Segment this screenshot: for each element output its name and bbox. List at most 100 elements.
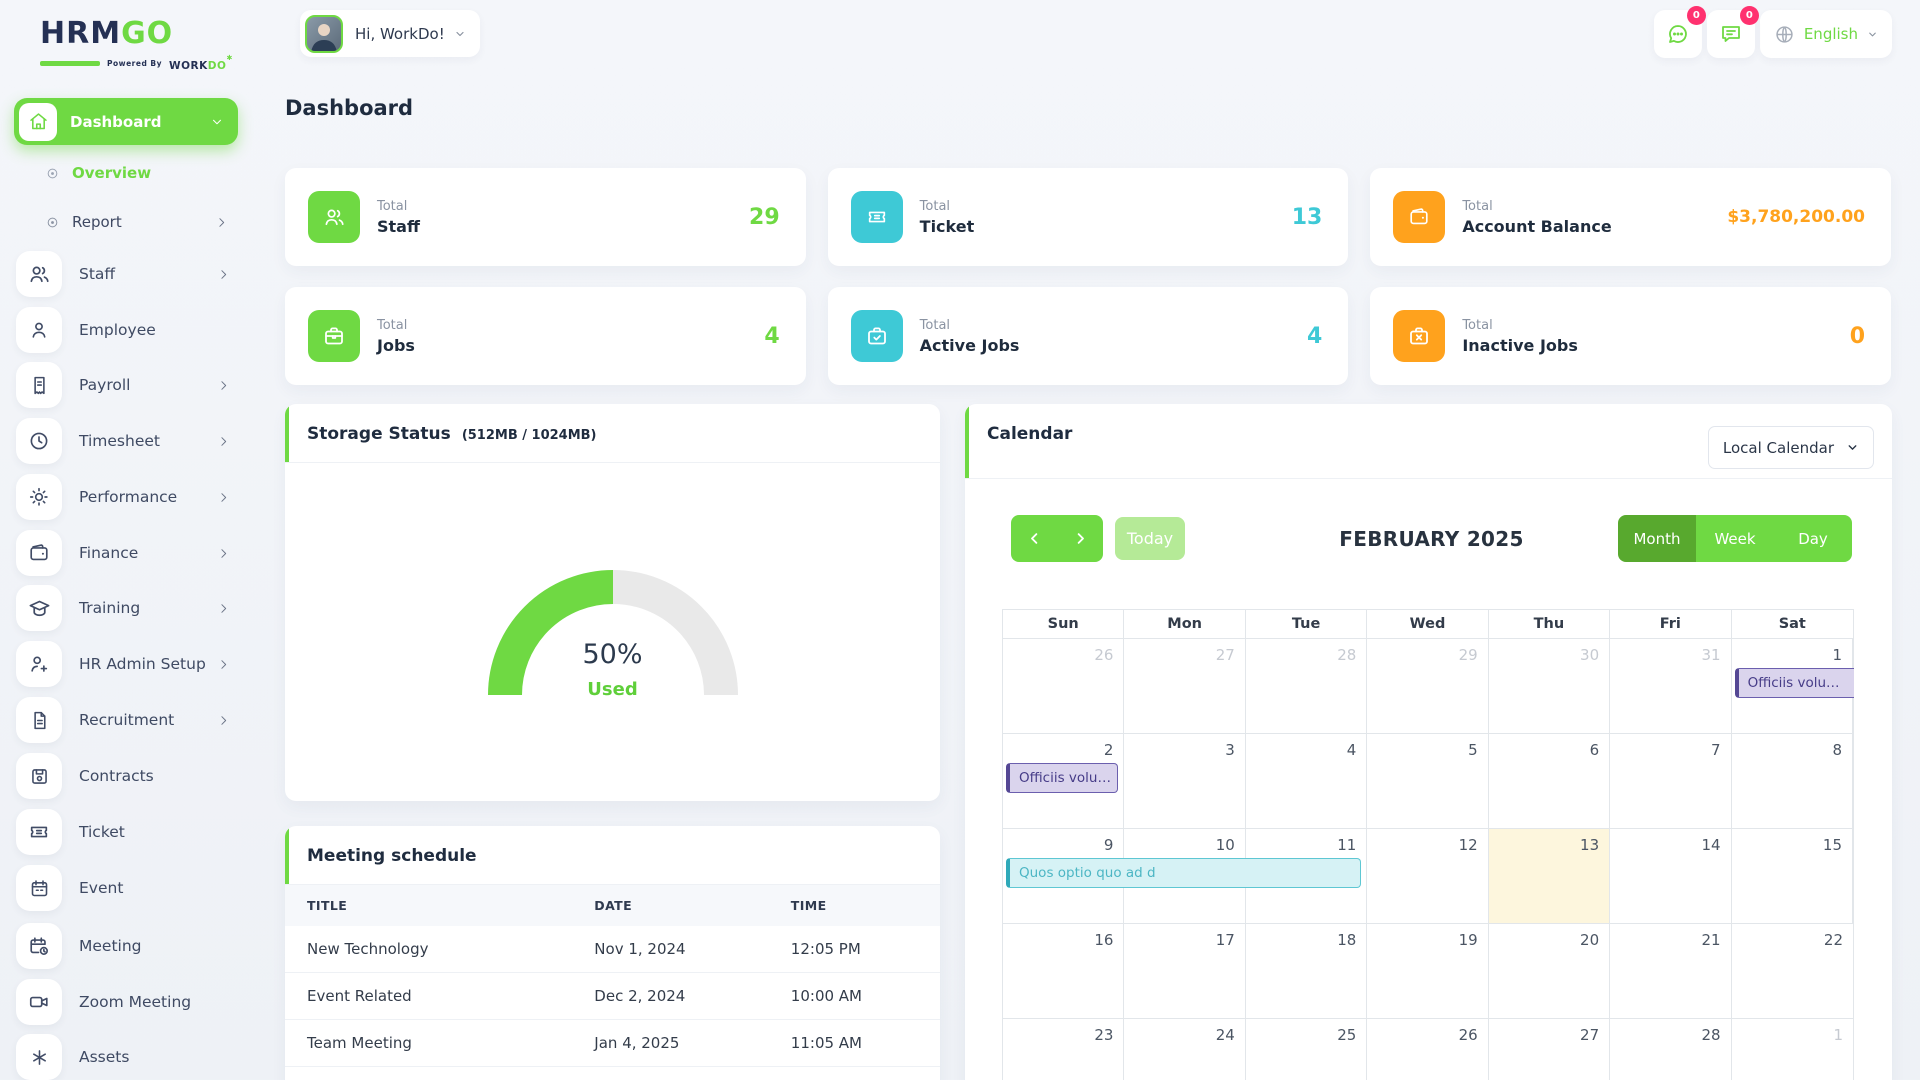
calendar-event[interactable]: Officiis voluptas c <box>1006 763 1119 793</box>
receipt-icon <box>29 375 50 396</box>
calendar-day-14[interactable]: 14 <box>1610 829 1732 923</box>
chevron-right-icon <box>217 435 230 448</box>
calendar-day-2[interactable]: 2 <box>1003 734 1125 828</box>
stat-card-label: Account Balance <box>1462 216 1612 236</box>
calendar-view-day[interactable]: Day <box>1774 515 1852 562</box>
calendar-view-month[interactable]: Month <box>1618 515 1696 562</box>
calendar-day-number: 10 <box>1215 836 1235 854</box>
calendar-day-number: 28 <box>1701 1026 1721 1044</box>
messages-badge: 0 <box>1686 6 1706 25</box>
sidebar-item-finance[interactable]: Finance <box>0 525 252 581</box>
calendar-day-15[interactable]: 15 <box>1732 829 1853 923</box>
calendar-day-28[interactable]: 28 <box>1246 639 1368 733</box>
calendar-day-8[interactable]: 8 <box>1732 734 1853 828</box>
sidebar-item-recruitment[interactable]: Recruitment <box>0 692 252 748</box>
meeting-row: Team Meeting Jan 4, 2025 11:05 AM <box>285 1019 940 1067</box>
sidebar-item-training[interactable]: Training <box>0 580 252 636</box>
sidebar-item-staff[interactable]: Staff <box>0 246 252 302</box>
calendar-prev-button[interactable] <box>1011 515 1057 562</box>
messages-button[interactable]: 0 <box>1653 6 1706 58</box>
calendar-day-27[interactable]: 27 <box>1124 639 1246 733</box>
calendar-source-select[interactable]: Local Calendar <box>1707 426 1874 469</box>
sidebar-item-employee[interactable]: Employee <box>0 302 252 358</box>
calendar-day-4[interactable]: 4 <box>1246 734 1368 828</box>
calendar-event[interactable]: Officiis voluptas c <box>1734 668 1854 698</box>
sidebar-item-label: Meeting <box>79 937 142 955</box>
user-plus-icon-box <box>16 641 62 687</box>
calendar-day-18[interactable]: 18 <box>1246 924 1368 1018</box>
wallet-icon <box>1408 206 1430 228</box>
calendar-day-23[interactable]: 23 <box>1003 1019 1125 1080</box>
calendar-day-11[interactable]: 11 <box>1246 829 1368 923</box>
calendar-day-31[interactable]: 31 <box>1610 639 1732 733</box>
calendar-day-29[interactable]: 29 <box>1367 639 1489 733</box>
chevron-right-icon <box>1073 531 1088 546</box>
dot-circle-icon <box>46 167 59 180</box>
calendar-icon-box <box>16 865 62 911</box>
sidebar-item-dashboard[interactable]: Dashboard <box>14 98 238 145</box>
sidebar-item-report[interactable]: Report <box>0 201 252 243</box>
calendar-source-value: Local Calendar <box>1722 438 1834 457</box>
sidebar-item-contracts[interactable]: Contracts <box>0 748 252 804</box>
calendar-day-27[interactable]: 27 <box>1489 1019 1611 1080</box>
calendar-day-13[interactable]: 13 <box>1488 829 1611 923</box>
calendar-next-button[interactable] <box>1057 515 1103 562</box>
sidebar-item-timesheet[interactable]: Timesheet <box>0 413 252 469</box>
sidebar-item-event[interactable]: Event <box>0 860 252 916</box>
calendar-day-number: 12 <box>1458 836 1478 854</box>
calendar-day-number: 11 <box>1337 836 1357 854</box>
stat-card-staff: Total Staff 29 <box>285 168 806 266</box>
calendar-day-26[interactable]: 26 <box>1367 1019 1489 1080</box>
meeting-row-date: Nov 1, 2024 <box>586 926 783 973</box>
sidebar-item-hr-admin-setup[interactable]: HR Admin Setup <box>0 636 252 692</box>
notifications-button[interactable]: 0 <box>1706 6 1759 58</box>
calendar-day-28[interactable]: 28 <box>1610 1019 1732 1080</box>
calendar-today-button[interactable]: Today <box>1115 517 1185 560</box>
sidebar-item-ticket[interactable]: Ticket <box>0 804 252 860</box>
user-icon-box <box>16 307 62 353</box>
clock-icon-box <box>16 418 62 464</box>
calendar-day-headers: Sun Mon Tue Wed Thu Fri Sat <box>1003 610 1853 639</box>
day-header-fri: Fri <box>1610 610 1732 638</box>
calendar-day-21[interactable]: 21 <box>1610 924 1732 1018</box>
calendar-event[interactable]: Quos optio quo ad d <box>1006 858 1362 888</box>
calendar-day-6[interactable]: 6 <box>1489 734 1611 828</box>
calendar-day-number: 28 <box>1337 646 1357 664</box>
day-header-sun: Sun <box>1003 610 1125 638</box>
calendar-day-26[interactable]: 26 <box>1003 639 1125 733</box>
sidebar-item-assets[interactable]: Assets <box>0 1029 252 1080</box>
calendar-day-16[interactable]: 16 <box>1003 924 1125 1018</box>
user-menu[interactable]: Hi, WorkDo! <box>300 10 480 57</box>
calendar-grid: Sun Mon Tue Wed Thu Fri Sat 26 27 28 29 30 31 1 Offic… <box>1002 609 1854 1080</box>
calendar-day-3[interactable]: 3 <box>1124 734 1246 828</box>
calendar-view-week[interactable]: Week <box>1696 515 1774 562</box>
calendar-day-19[interactable]: 19 <box>1367 924 1489 1018</box>
calendar-day-24[interactable]: 24 <box>1124 1019 1246 1080</box>
briefcase-x-icon <box>1407 324 1431 348</box>
topbar-actions: 0 0 English <box>1653 6 1892 58</box>
calendar-day-7[interactable]: 7 <box>1610 734 1732 828</box>
target-icon <box>28 486 50 508</box>
calendar-day-17[interactable]: 17 <box>1124 924 1246 1018</box>
calendar-day-5[interactable]: 5 <box>1367 734 1489 828</box>
main-content: Dashboard Total Staff 29 Total Ticket 13 Total… <box>252 0 1920 1080</box>
home-icon-box <box>19 102 57 141</box>
calendar-day-22[interactable]: 22 <box>1732 924 1853 1018</box>
calendar-day-number: 27 <box>1215 646 1235 664</box>
sidebar-item-payroll[interactable]: Payroll <box>0 357 252 413</box>
calendar-day-30[interactable]: 30 <box>1489 639 1611 733</box>
video-icon-box <box>16 979 62 1025</box>
sidebar-item-performance[interactable]: Performance <box>0 469 252 525</box>
day-header-sat: Sat <box>1778 616 1806 632</box>
calendar-day-1[interactable]: 1 <box>1732 1019 1853 1080</box>
calendar-day-25[interactable]: 25 <box>1246 1019 1368 1080</box>
sidebar-item-overview[interactable]: Overview <box>0 152 252 194</box>
calendar-day-20[interactable]: 20 <box>1489 924 1611 1018</box>
chevron-right-icon <box>217 547 230 560</box>
language-selector[interactable]: English <box>1759 10 1892 58</box>
sidebar-item-label: Contracts <box>79 767 154 785</box>
sidebar-item-zoom-meeting[interactable]: Zoom Meeting <box>0 974 252 1030</box>
storage-status-card: Storage Status (512MB / 1024MB) 50% Used <box>285 404 940 801</box>
sidebar-item-meeting[interactable]: Meeting <box>0 918 252 974</box>
calendar-day-12[interactable]: 12 <box>1367 829 1489 923</box>
